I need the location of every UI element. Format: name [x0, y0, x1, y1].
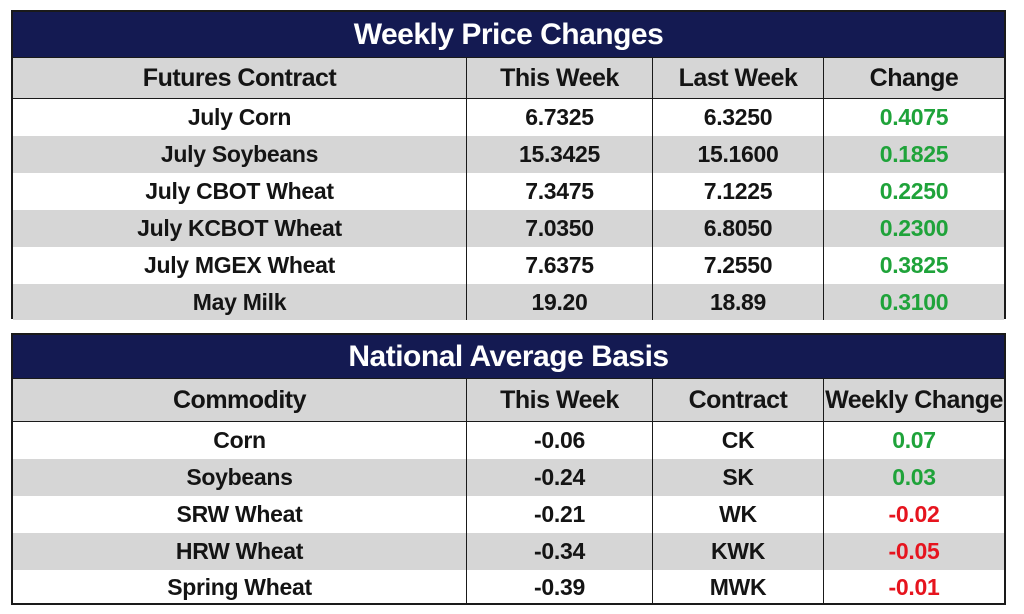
contract-cell: July Soybeans — [13, 136, 467, 173]
column-header-last-week: Last Week — [653, 58, 824, 98]
header-row: Futures Contract This Week Last Week Cha… — [13, 58, 1004, 99]
table-row: Corn -0.06 CK 0.07 — [13, 422, 1004, 459]
contract-cell: SK — [653, 459, 824, 496]
change-cell: 0.3825 — [879, 252, 949, 278]
table-row: Soybeans -0.24 SK 0.03 — [13, 459, 1004, 496]
national-average-basis-table: National Average Basis Commodity This We… — [11, 333, 1006, 605]
table-row: July Soybeans 15.3425 15.1600 0.1825 — [13, 136, 1004, 173]
contract-cell: WK — [653, 496, 824, 533]
column-header-this-week: This Week — [467, 58, 653, 98]
this-week-cell: 7.3475 — [467, 173, 653, 210]
this-week-cell: 19.20 — [467, 284, 653, 320]
last-week-cell: 6.3250 — [653, 99, 824, 136]
commodity-cell: Corn — [13, 422, 467, 459]
this-week-cell: -0.06 — [467, 422, 653, 459]
table-row: HRW Wheat -0.34 KWK -0.05 — [13, 533, 1004, 570]
weekly-change-cell: 0.03 — [892, 464, 936, 490]
change-cell: 0.2250 — [879, 178, 949, 204]
this-week-cell: -0.34 — [467, 533, 653, 570]
commodity-cell: Spring Wheat — [13, 570, 467, 605]
weekly-change-cell: 0.07 — [892, 427, 936, 453]
table-row: July Corn 6.7325 6.3250 0.4075 — [13, 99, 1004, 136]
change-cell: 0.2300 — [879, 215, 949, 241]
last-week-cell: 18.89 — [653, 284, 824, 320]
column-header-change: Change — [869, 64, 959, 92]
table-title: Weekly Price Changes — [13, 12, 1004, 58]
last-week-cell: 7.2550 — [653, 247, 824, 284]
change-cell: 0.3100 — [879, 289, 949, 315]
contract-cell: July CBOT Wheat — [13, 173, 467, 210]
contract-cell: KWK — [653, 533, 824, 570]
weekly-price-changes-table: Weekly Price Changes Futures Contract Th… — [11, 10, 1006, 320]
this-week-cell: -0.39 — [467, 570, 653, 605]
column-header-weekly-change: Weekly Change — [825, 386, 1003, 414]
header-row: Commodity This Week Contract Weekly Chan… — [13, 379, 1004, 422]
last-week-cell: 15.1600 — [653, 136, 824, 173]
column-header-commodity: Commodity — [13, 379, 467, 421]
column-header-contract: Contract — [653, 379, 824, 421]
last-week-cell: 7.1225 — [653, 173, 824, 210]
contract-cell: July MGEX Wheat — [13, 247, 467, 284]
table-row: SRW Wheat -0.21 WK -0.02 — [13, 496, 1004, 533]
this-week-cell: -0.24 — [467, 459, 653, 496]
contract-cell: MWK — [653, 570, 824, 605]
commodity-cell: Soybeans — [13, 459, 467, 496]
column-header-this-week: This Week — [467, 379, 653, 421]
this-week-cell: -0.21 — [467, 496, 653, 533]
this-week-cell: 15.3425 — [467, 136, 653, 173]
change-cell: 0.1825 — [879, 141, 949, 167]
commodity-cell: HRW Wheat — [13, 533, 467, 570]
table-row: July CBOT Wheat 7.3475 7.1225 0.2250 — [13, 173, 1004, 210]
weekly-change-cell: -0.02 — [888, 501, 940, 527]
contract-cell: July KCBOT Wheat — [13, 210, 467, 247]
this-week-cell: 7.6375 — [467, 247, 653, 284]
this-week-cell: 7.0350 — [467, 210, 653, 247]
last-week-cell: 6.8050 — [653, 210, 824, 247]
table-row: July KCBOT Wheat 7.0350 6.8050 0.2300 — [13, 210, 1004, 247]
weekly-change-cell: -0.01 — [888, 574, 940, 600]
table-row: July MGEX Wheat 7.6375 7.2550 0.3825 — [13, 247, 1004, 284]
table-row: Spring Wheat -0.39 MWK -0.01 — [13, 570, 1004, 605]
this-week-cell: 6.7325 — [467, 99, 653, 136]
weekly-change-cell: -0.05 — [888, 538, 940, 564]
table-row: May Milk 19.20 18.89 0.3100 — [13, 284, 1004, 320]
contract-cell: CK — [653, 422, 824, 459]
contract-cell: July Corn — [13, 99, 467, 136]
contract-cell: May Milk — [13, 284, 467, 320]
column-header-futures-contract: Futures Contract — [13, 58, 467, 98]
table-title: National Average Basis — [13, 335, 1004, 379]
commodity-cell: SRW Wheat — [13, 496, 467, 533]
change-cell: 0.4075 — [879, 104, 949, 130]
